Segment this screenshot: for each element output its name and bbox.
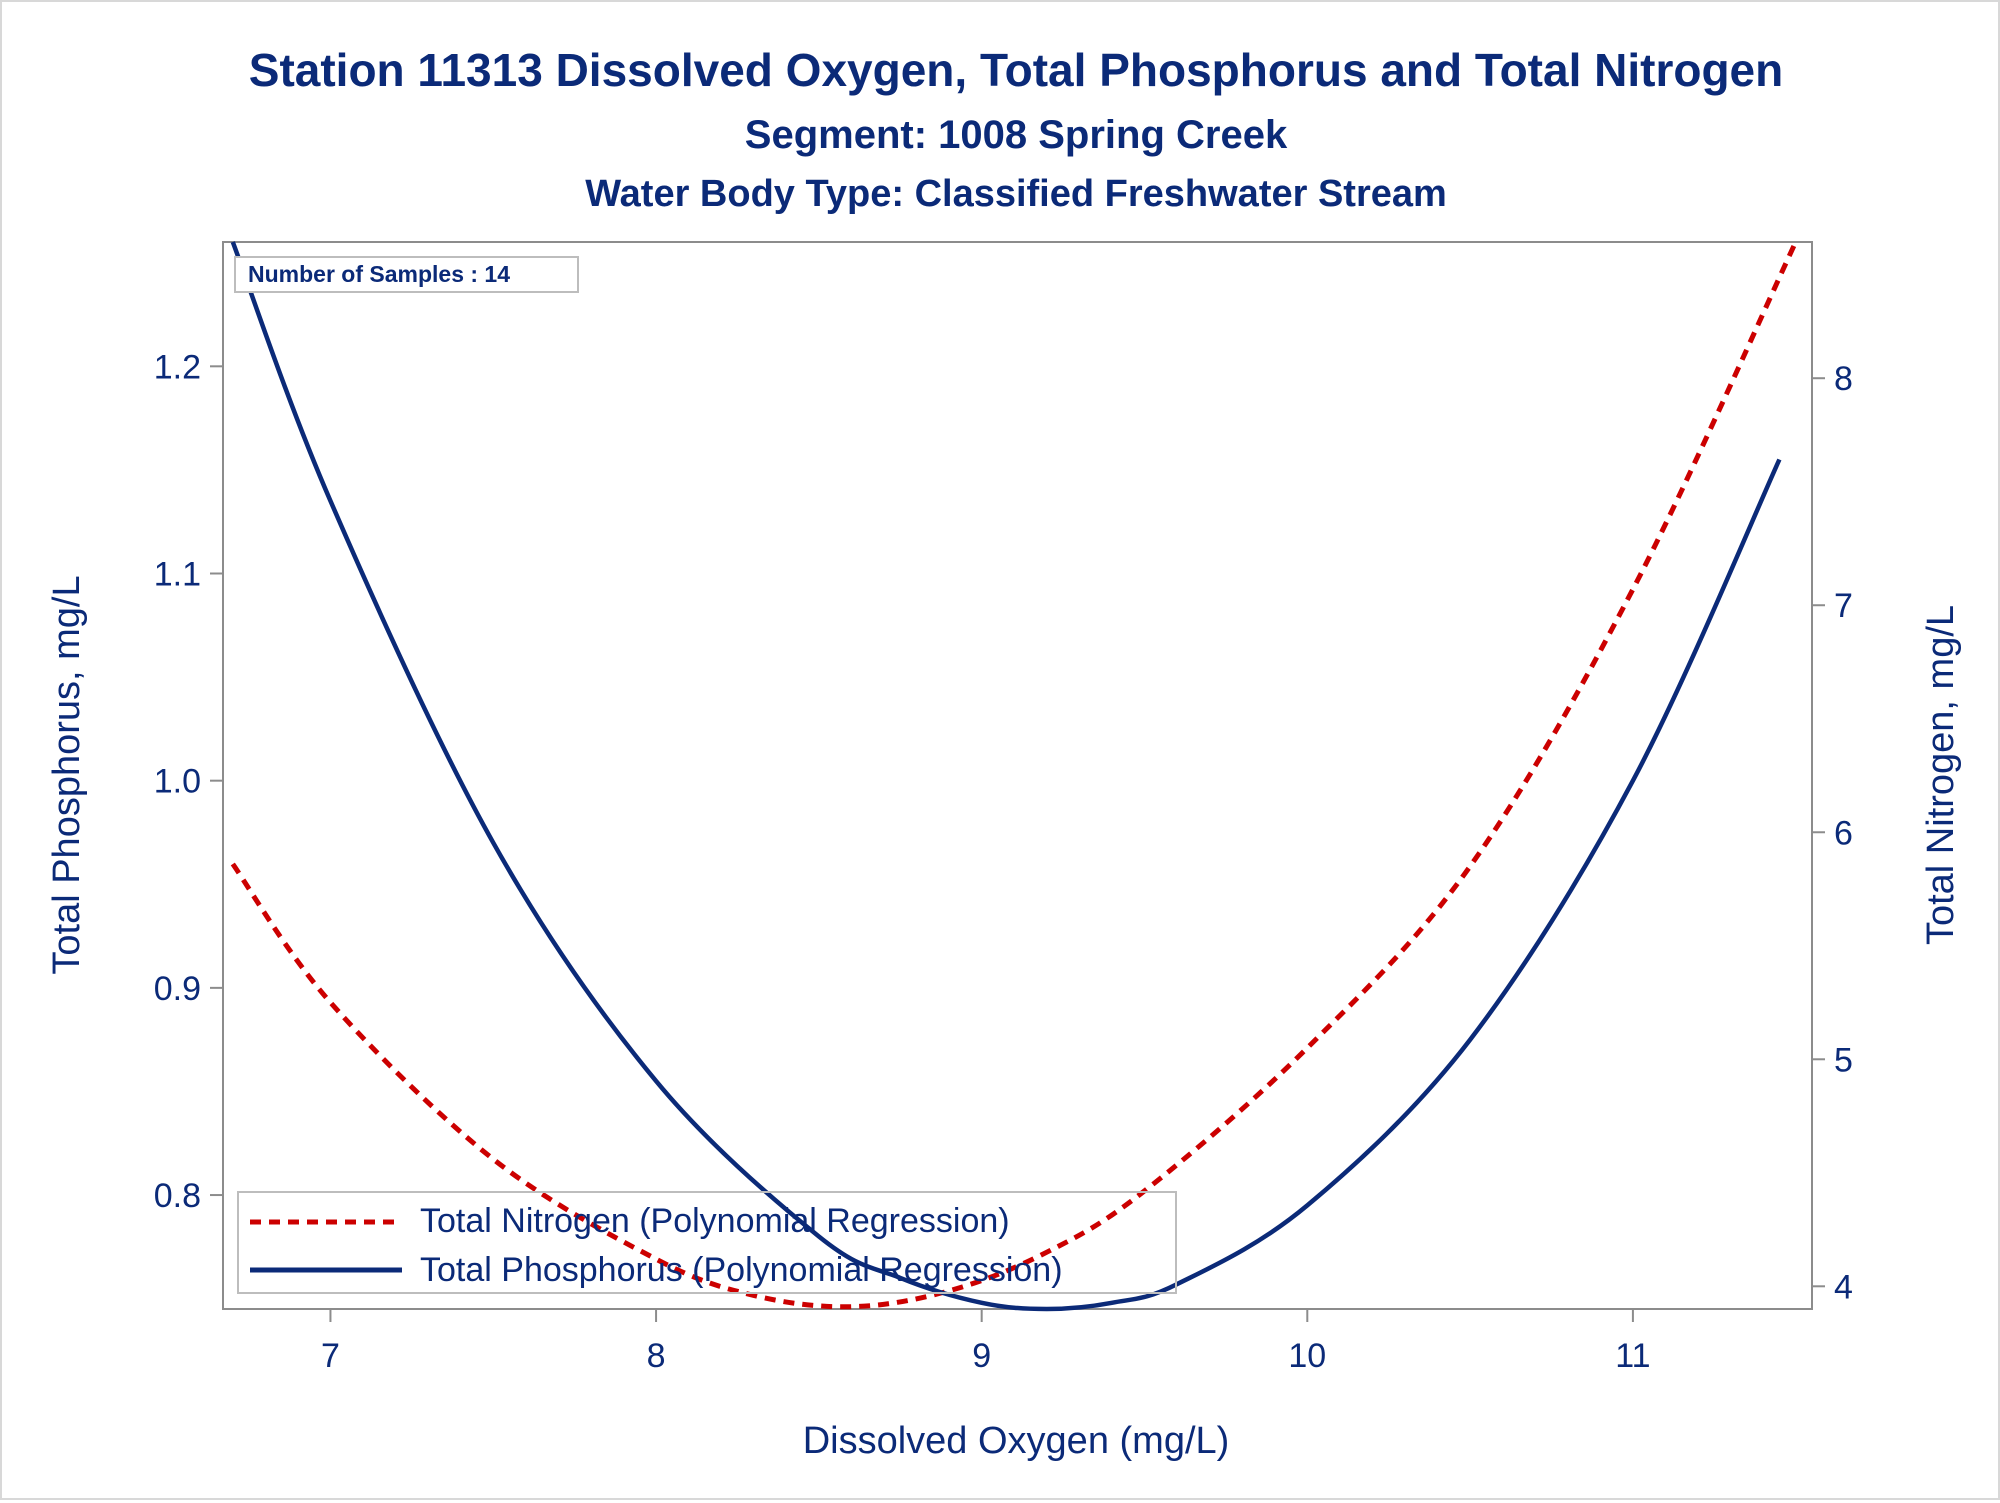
y-axis-left-label: Total Phosphorus, mg/L — [46, 575, 88, 974]
y-left-tick-label-4: 1.2 — [154, 348, 201, 386]
chart-title: Station 11313 Dissolved Oxygen, Total Ph… — [249, 44, 1783, 96]
x-tick-label-3: 10 — [1288, 1337, 1326, 1375]
y-left-tick-label-0: 0.8 — [154, 1177, 201, 1215]
x-tick-label-4: 11 — [1615, 1337, 1650, 1375]
legend-label-phosphorus: Total Phosphorus (Polynomial Regression) — [420, 1251, 1063, 1289]
series-line-nitrogen — [230, 240, 1798, 1310]
y-right-tick-label-4: 8 — [1834, 360, 1853, 398]
series-line-phosphorus — [230, 241, 1782, 1312]
legend-frame — [237, 1191, 1177, 1294]
annotation-frame — [234, 256, 579, 293]
sample-count-annotation: Number of Samples : 14 — [248, 261, 510, 287]
y-right-tick-label-2: 6 — [1834, 814, 1853, 852]
y-right-tick-label-3: 7 — [1834, 587, 1853, 625]
x-tick-label-0: 7 — [321, 1337, 340, 1375]
chart-subtitle: Segment: 1008 Spring Creek — [745, 113, 1288, 157]
plot-area — [222, 241, 1813, 1310]
plot-layer: 7 8 9 10 11 0.8 0.9 1.0 1.1 1.2 4 5 6 7 8 — [154, 240, 1853, 1375]
chart-subtitle-2: Water Body Type: Classified Freshwater S… — [585, 173, 1447, 215]
y-left-tick-label-3: 1.1 — [154, 555, 201, 593]
y-left-tick-label-1: 0.9 — [154, 970, 201, 1008]
x-axis-label: Dissolved Oxygen (mg/L) — [803, 1420, 1230, 1462]
y-right-tick-label-0: 4 — [1834, 1268, 1853, 1306]
y-left-tick-label-2: 1.0 — [154, 763, 201, 801]
x-tick-label-1: 8 — [647, 1337, 666, 1375]
legend-label-nitrogen: Total Nitrogen (Polynomial Regression) — [420, 1202, 1010, 1240]
y-right-tick-label-1: 5 — [1834, 1041, 1853, 1079]
x-tick-label-2: 9 — [972, 1337, 991, 1375]
legend: Total Nitrogen (Polynomial Regression) T… — [237, 1191, 1177, 1294]
annotation-box: Number of Samples : 14 — [234, 256, 579, 293]
y-axis-right-label: Total Nitrogen, mg/L — [1920, 605, 1962, 945]
